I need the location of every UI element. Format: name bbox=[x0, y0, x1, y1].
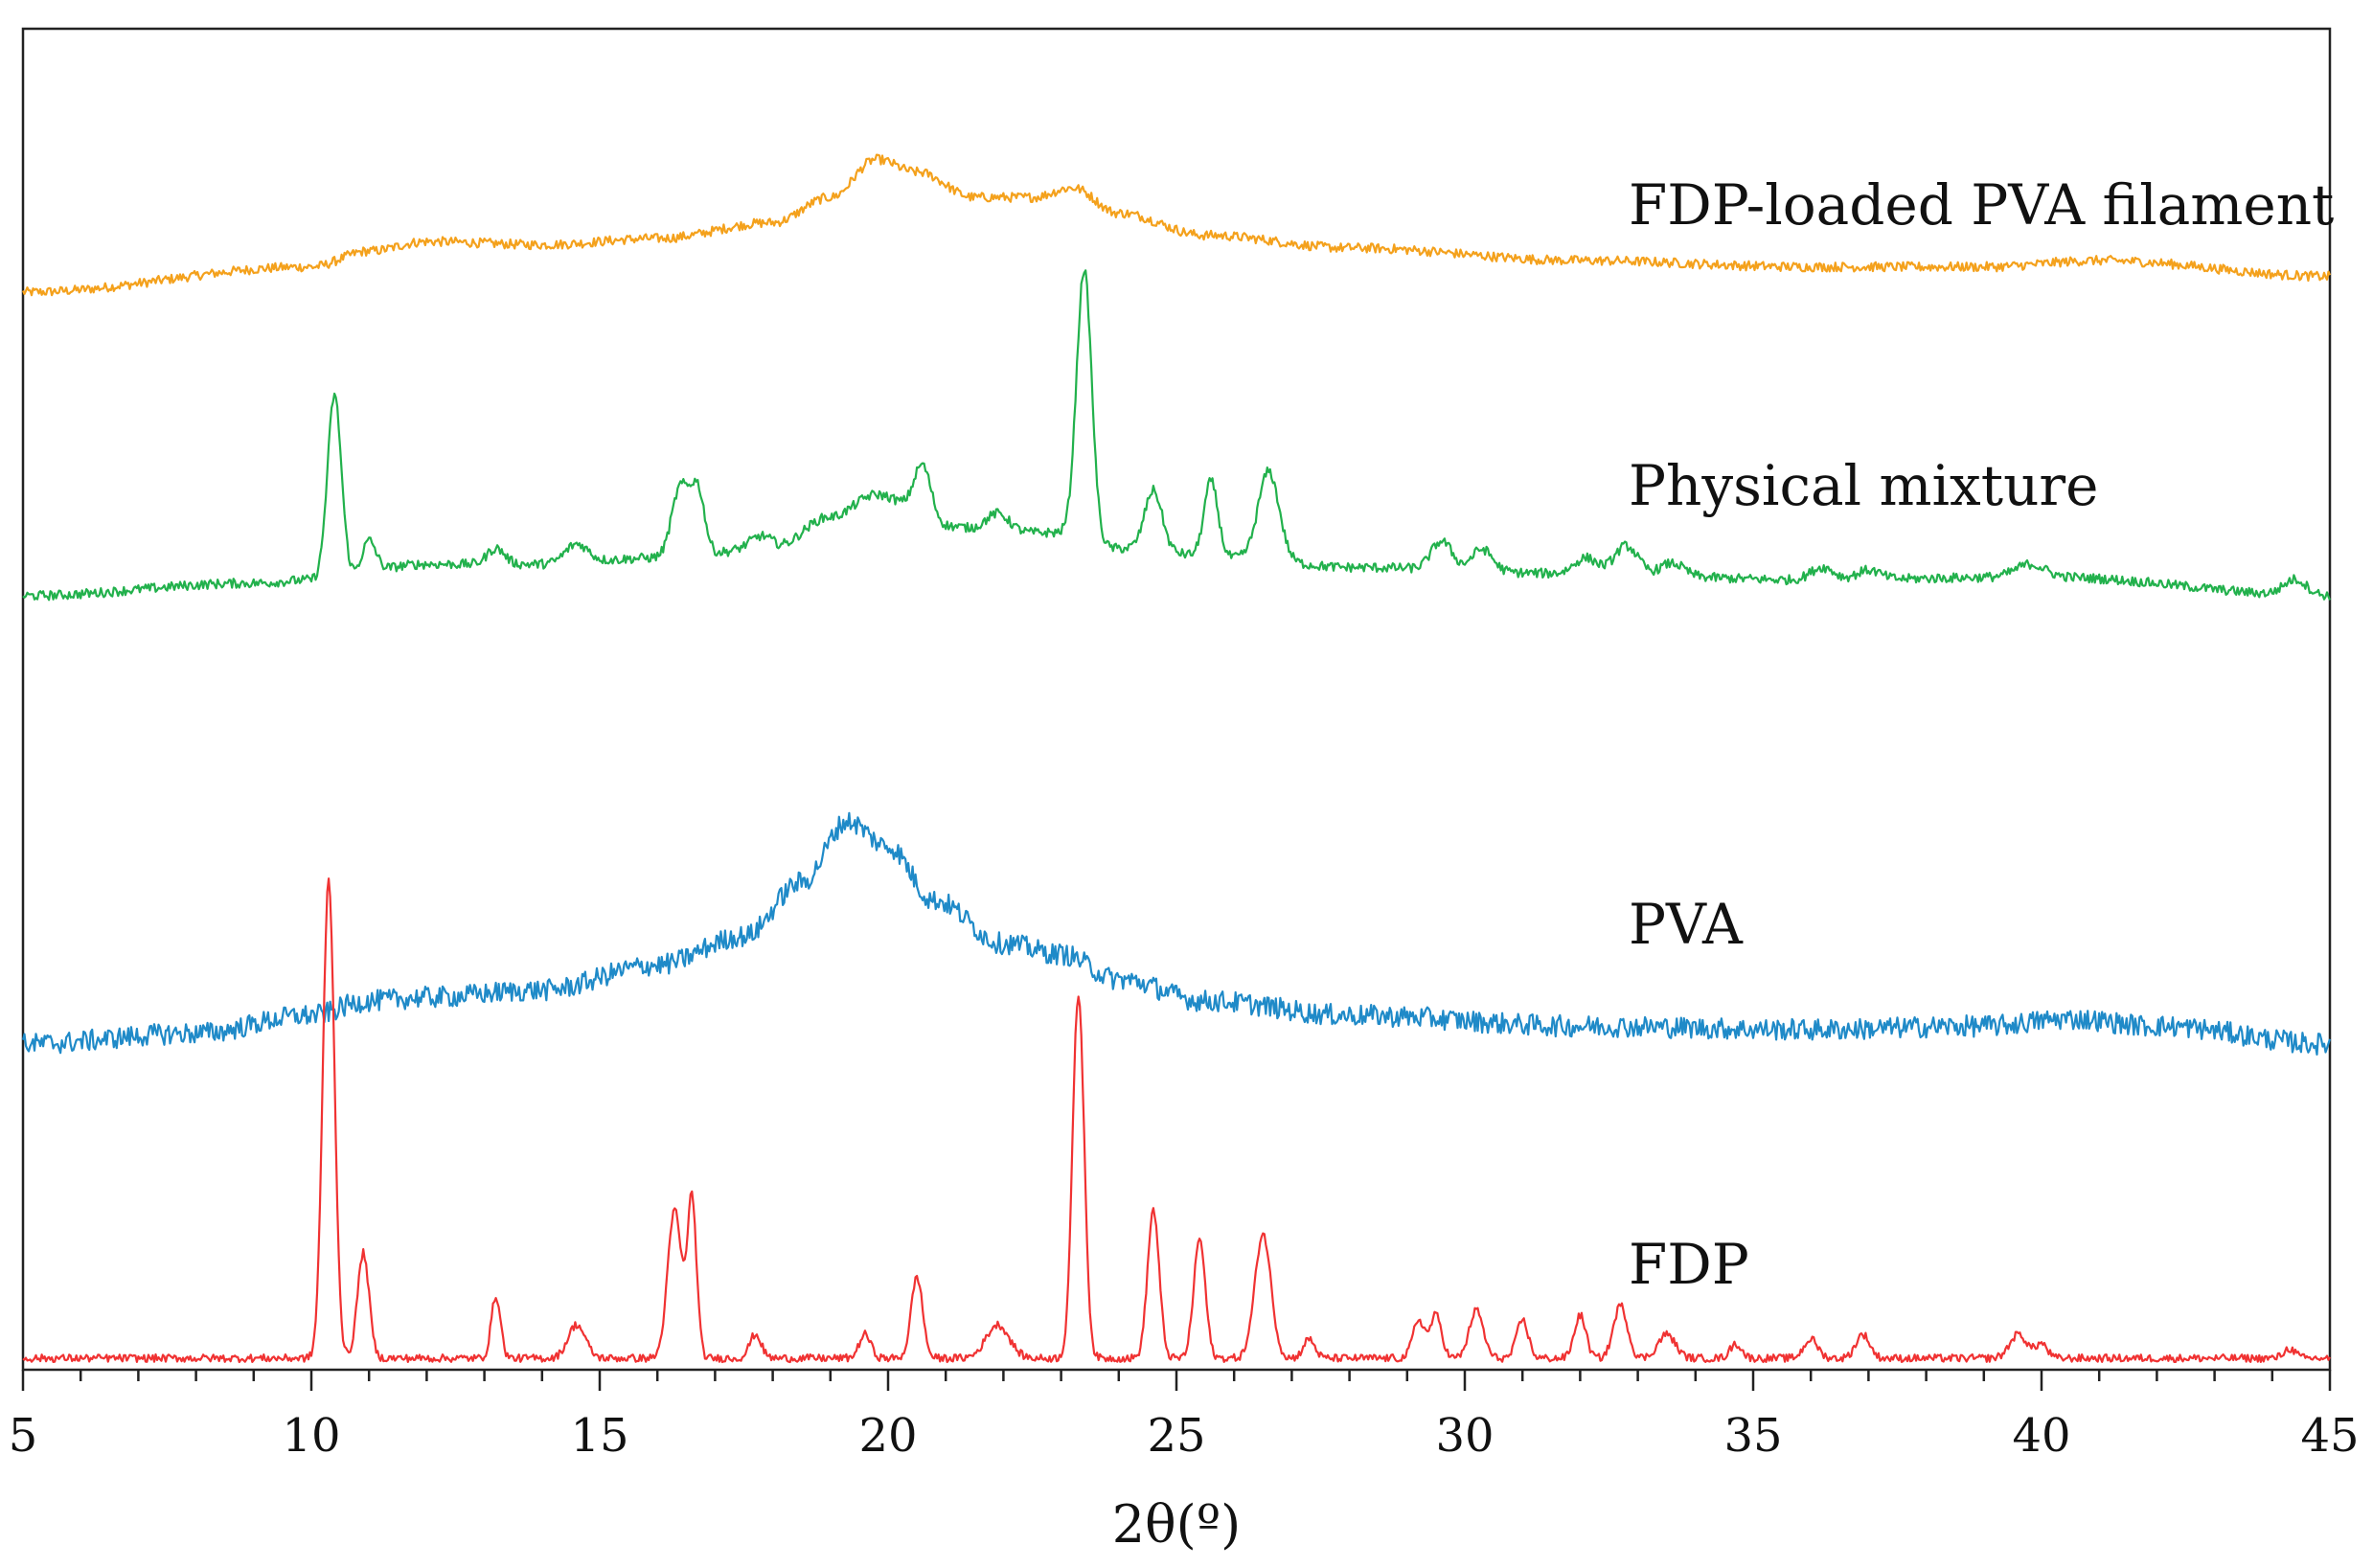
series-layer bbox=[21, 153, 2332, 1364]
x-tick-label: 5 bbox=[9, 1409, 38, 1463]
x-tick-label: 40 bbox=[2012, 1409, 2070, 1463]
series-line-fdp-loaded-pva-filament bbox=[21, 153, 2332, 297]
x-axis-title: 2θ(º) bbox=[1112, 1494, 1241, 1555]
series-line-physical-mixture bbox=[22, 269, 2332, 602]
series-label-fdp: FDP bbox=[1629, 1232, 1749, 1297]
series-line-pva bbox=[21, 811, 2332, 1056]
x-tick-label: 10 bbox=[282, 1409, 340, 1463]
series-label-pva: PVA bbox=[1629, 892, 1744, 957]
x-tick-label: 20 bbox=[858, 1409, 917, 1463]
series-line-fdp bbox=[22, 877, 2331, 1364]
series-label-physical-mixture: Physical mixture bbox=[1629, 453, 2098, 518]
x-tick-label: 15 bbox=[570, 1409, 628, 1463]
x-tick-label: 30 bbox=[1435, 1409, 1494, 1463]
x-tick-label: 25 bbox=[1147, 1409, 1205, 1463]
x-tick-label: 45 bbox=[2300, 1409, 2359, 1463]
series-label-fdp-loaded-pva-filament: FDP-loaded PVA filament bbox=[1629, 172, 2334, 238]
x-axis-ticks: 5 10 15 20 25 30 35 40 45 bbox=[9, 1370, 2360, 1463]
x-tick-label: 35 bbox=[1723, 1409, 1782, 1463]
